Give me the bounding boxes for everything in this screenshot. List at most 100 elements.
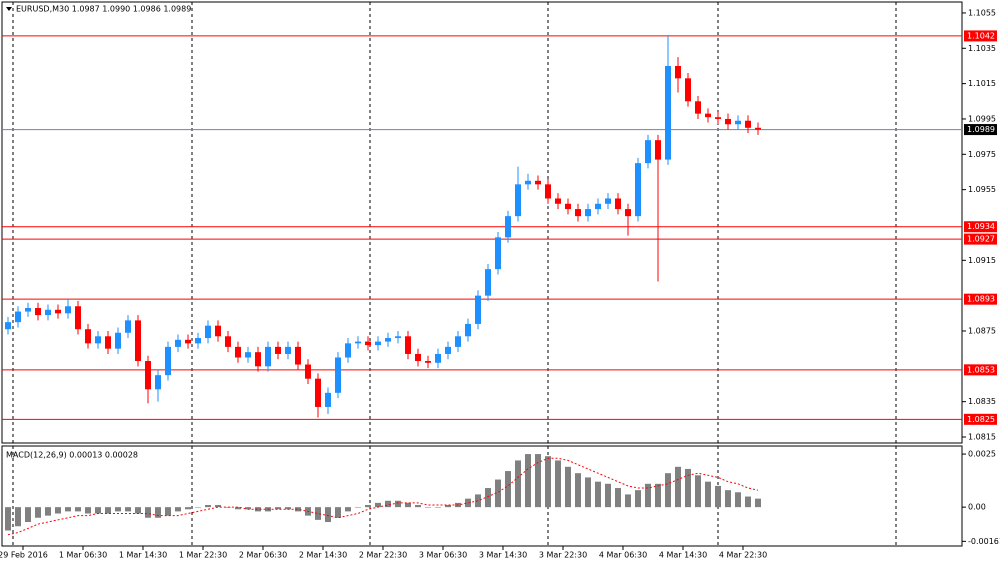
menu-arrow[interactable] xyxy=(6,7,12,11)
candle-body xyxy=(165,346,171,376)
macd-bar xyxy=(415,505,421,508)
candle-body xyxy=(375,341,381,346)
macd-bar xyxy=(15,507,21,527)
candle-body xyxy=(695,101,701,114)
candle-body xyxy=(465,323,471,337)
x-tick-label: 4 Mar 22:30 xyxy=(719,551,767,560)
macd-bar xyxy=(515,460,521,508)
y-tick-label: 1.1015 xyxy=(968,79,996,88)
y-tick-label: 1.0835 xyxy=(968,397,996,406)
candle-body xyxy=(415,353,421,362)
candle-body xyxy=(45,309,51,316)
macd-bar xyxy=(575,473,581,508)
macd-bar xyxy=(35,507,41,518)
macd-bar xyxy=(135,507,141,514)
candle-body xyxy=(445,346,451,354)
candle-body xyxy=(175,339,181,347)
macd-bar xyxy=(555,460,561,508)
macd-bar xyxy=(615,488,621,508)
macd-bar xyxy=(145,507,151,518)
level-line-label: 1.0893 xyxy=(967,295,995,304)
candle-body xyxy=(705,113,711,118)
candle-body xyxy=(455,336,461,347)
candle-body xyxy=(405,336,411,354)
candle-body xyxy=(25,308,31,312)
candle-body xyxy=(525,180,531,185)
macd-bar xyxy=(725,490,731,508)
macd-bar xyxy=(375,502,381,508)
signal-line xyxy=(7,457,759,536)
macd-bar xyxy=(165,507,171,516)
candle-body xyxy=(75,306,81,330)
x-tick-label: 3 Mar 06:30 xyxy=(419,551,467,560)
macd-bar xyxy=(405,502,411,508)
level-line-label: 1.0825 xyxy=(967,415,995,424)
candle-body xyxy=(245,352,251,358)
macd-bar xyxy=(325,507,331,523)
macd-panel xyxy=(1,445,963,547)
y-tick-label: 1.0915 xyxy=(968,256,996,265)
macd-bar xyxy=(705,481,711,508)
y-tick-label: -0.00161 xyxy=(968,537,1000,546)
macd-bar xyxy=(505,471,511,508)
x-tick-label: 1 Mar 14:30 xyxy=(119,551,167,560)
y-tick-label: 1.0995 xyxy=(968,114,996,123)
x-tick-label: 3 Mar 22:30 xyxy=(539,551,587,560)
x-tick-label: 1 Mar 22:30 xyxy=(179,551,227,560)
current-price-line-label-box xyxy=(964,124,997,136)
macd-bar xyxy=(625,494,631,508)
level-line-label-box xyxy=(964,221,997,233)
macd-bar xyxy=(585,477,591,508)
macd-bar xyxy=(215,505,221,508)
candle-body xyxy=(85,329,91,344)
level-line-label-box xyxy=(964,30,997,42)
macd-bar xyxy=(85,507,91,514)
candle-body xyxy=(145,361,151,390)
macd-bar xyxy=(465,498,471,508)
candle-body xyxy=(115,332,121,349)
macd-bar xyxy=(655,483,661,508)
candle-body xyxy=(555,198,561,204)
candle-body xyxy=(215,325,221,337)
x-tick-label: 29 Feb 2016 xyxy=(0,551,48,560)
candle-body xyxy=(505,216,511,238)
symbol-header: EURUSD,M30 1.0987 1.0990 1.0986 1.0989 xyxy=(16,5,191,14)
candle-body xyxy=(595,203,601,210)
macd-bar xyxy=(745,496,751,508)
candle-body xyxy=(715,117,721,119)
candle-body xyxy=(675,65,681,79)
candle-body xyxy=(665,65,671,160)
y-tick-label: 0.00 xyxy=(968,503,986,512)
candle-body xyxy=(105,336,111,349)
macd-bar xyxy=(195,507,201,508)
level-line-label-box xyxy=(964,293,997,305)
candle-body xyxy=(335,357,341,393)
macd-bar xyxy=(435,507,441,508)
candle-body xyxy=(95,336,101,344)
candle-body xyxy=(435,353,441,363)
y-tick-label: 1.1055 xyxy=(968,8,996,17)
x-tick-label: 3 Mar 14:30 xyxy=(479,551,527,560)
macd-bar xyxy=(205,505,211,508)
candle-body xyxy=(515,184,521,217)
macd-bar xyxy=(125,507,131,512)
macd-bar xyxy=(185,507,191,510)
candle-body xyxy=(605,198,611,204)
candle-body xyxy=(485,269,491,296)
macd-bar xyxy=(175,507,181,512)
y-tick-label: 0.0025 xyxy=(968,450,996,459)
candle-body xyxy=(575,209,581,217)
macd-bar xyxy=(285,507,291,510)
macd-bar xyxy=(755,498,761,508)
candle-body xyxy=(365,341,371,346)
y-tick-label: 1.0815 xyxy=(968,432,996,441)
candle-body xyxy=(265,346,271,367)
candle-body xyxy=(35,308,41,316)
candle-body xyxy=(55,309,61,314)
candle-body xyxy=(205,325,211,339)
macd-bar xyxy=(685,468,691,508)
y-tick-label: 1.0955 xyxy=(968,185,996,194)
macd-bar xyxy=(445,505,451,508)
candle-body xyxy=(15,311,21,323)
